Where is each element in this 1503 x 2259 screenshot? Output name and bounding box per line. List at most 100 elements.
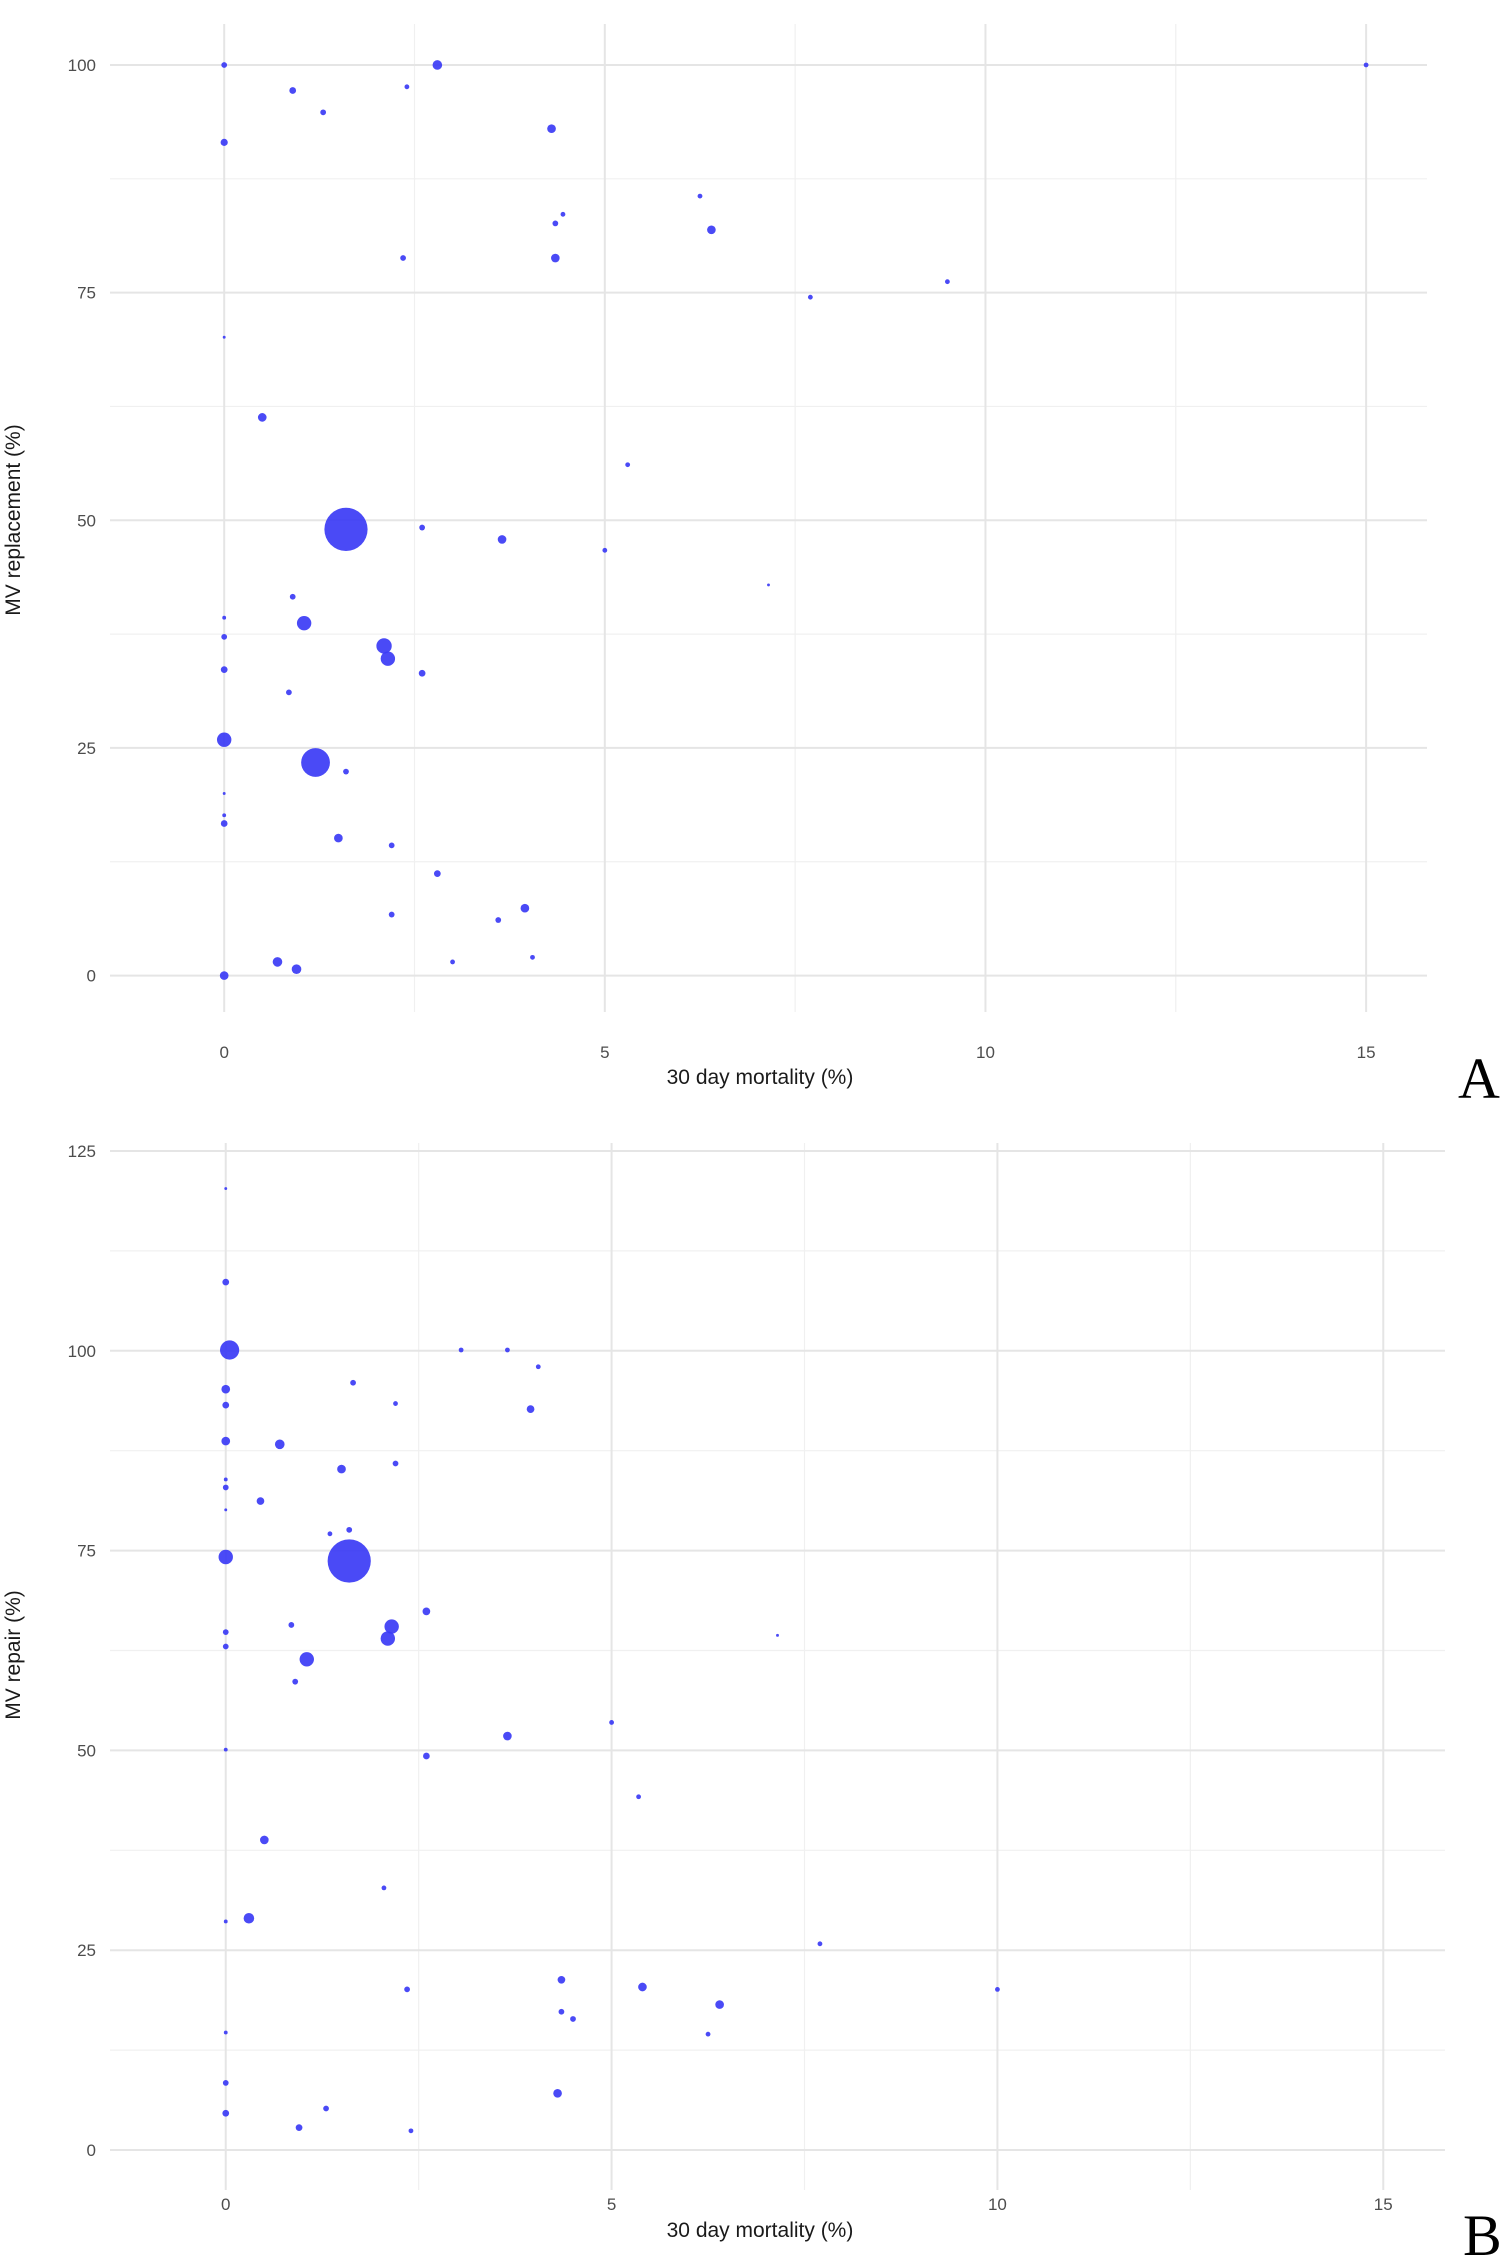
panel-b-data-point	[223, 1477, 228, 1482]
panel-b-data-point	[299, 1652, 314, 1667]
panel-b-y-tick-label: 50	[77, 1741, 96, 1760]
panel-a-data-point	[296, 615, 312, 631]
panel-a-data-point	[707, 225, 716, 235]
panel-b-data-point	[222, 1629, 229, 1636]
panel-b-x-tick-label: 5	[607, 2195, 616, 2214]
panel-b-data-point	[222, 1484, 229, 1491]
panel-a-data-point	[220, 820, 228, 827]
panel-b-data-point	[715, 2000, 724, 2009]
panel-b-data-point	[558, 2008, 565, 2015]
panel-b-x-tick-label: 10	[988, 2195, 1007, 2214]
panel-b-data-point	[526, 1405, 535, 1413]
panel-a-data-point	[552, 220, 559, 227]
panel-b-letter: B	[1463, 2203, 1502, 2259]
panel-a-data-point	[257, 413, 267, 422]
panel-b-x-axis-title: 30 day mortality (%)	[667, 2219, 854, 2242]
panel-b-y-tick-label: 100	[68, 1342, 96, 1361]
panel-a-data-point	[418, 669, 426, 677]
panel-a-data-point	[272, 957, 283, 967]
panel-a-data-point	[547, 124, 556, 134]
panel-b-data-point	[223, 1919, 228, 1924]
panel-a-data-point	[289, 87, 297, 94]
panel-b-x-tick-label: 15	[1374, 2195, 1393, 2214]
panel-a-y-tick-labels: 0 25 50 75 100	[68, 56, 96, 986]
panel-a-y-tick-label: 0	[87, 967, 96, 986]
panel-b-data-point	[553, 2088, 562, 2098]
panel-a-data-point	[222, 615, 227, 620]
panel-a-y-tick-label: 75	[77, 284, 96, 303]
panel-a-data-point	[216, 732, 232, 747]
panel-b-data-point	[222, 1643, 229, 1650]
panel-a-data-point	[221, 62, 228, 68]
panel-a-data-point	[220, 138, 228, 146]
panel-a-data-point	[433, 870, 441, 877]
panel-a-x-tick-label: 15	[1357, 1043, 1376, 1062]
panel-a-points	[216, 60, 1369, 980]
panel-b-data-point	[222, 1401, 230, 1409]
panel-a-x-tick-label: 10	[976, 1043, 995, 1062]
panel-b-data-point	[422, 1607, 431, 1616]
panel-a-data-point	[530, 954, 535, 960]
panel-a-gridlines	[110, 24, 1427, 1012]
panel-b-data-point	[222, 1278, 230, 1286]
panel-b-data-point	[393, 1401, 398, 1406]
panel-a-data-point	[380, 651, 396, 666]
panel-a-data-point	[222, 813, 227, 818]
panel-a-data-point	[400, 255, 406, 261]
panel-b-y-axis-title: MV repair (%)	[2, 1590, 25, 1720]
panel-a-data-point	[520, 903, 530, 913]
panel-a-data-point	[291, 964, 302, 975]
panel-a-letter: A	[1458, 1046, 1500, 1111]
panel-b: 0 5 10 15 0 25 50 75 100 125 30 day mortality (%…	[2, 1142, 1502, 2259]
panel-a-data-point	[219, 971, 229, 980]
panel-b-y-tick-label: 125	[68, 1142, 96, 1161]
panel-a-x-tick-labels: 0 5 10 15	[219, 1043, 1375, 1062]
panel-b-data-point	[408, 2128, 414, 2134]
panel-a-data-point	[289, 593, 296, 600]
panel-b-data-point	[295, 2124, 303, 2132]
panel-b-data-point	[503, 1731, 512, 1741]
panel-b-data-point	[381, 1885, 387, 1891]
panel-a-data-point	[301, 748, 330, 777]
panel-b-data-point	[392, 1460, 399, 1467]
panel-b-data-point	[224, 1508, 228, 1512]
panel-a-data-point	[697, 193, 703, 199]
panel-a-data-point	[450, 959, 455, 965]
panel-b-data-point	[223, 1747, 228, 1752]
panel-a-data-point	[286, 689, 292, 696]
panel-b-data-point	[222, 2109, 230, 2117]
panel-a-data-point	[388, 911, 395, 918]
panel-a-data-point	[376, 638, 392, 654]
panel-b-data-point	[609, 1720, 614, 1725]
panel-a-y-axis-title: MV replacement (%)	[2, 424, 25, 615]
panel-a-data-point	[551, 253, 560, 263]
panel-a: 0 5 10 15 0 25 50 75 100 30 day mortality (%) M…	[2, 24, 1500, 1111]
panel-b-y-tick-label: 75	[77, 1542, 96, 1561]
panel-b-data-point	[535, 1364, 541, 1370]
panel-b-data-point	[337, 1464, 346, 1474]
panel-a-data-point	[388, 842, 395, 849]
panel-b-data-point	[817, 1941, 823, 1947]
panel-a-y-tick-label: 100	[68, 56, 96, 75]
panel-b-data-point	[570, 2016, 576, 2022]
panel-a-data-point	[560, 211, 566, 217]
panel-b-gridlines	[110, 1143, 1445, 2190]
panel-a-data-point	[222, 792, 226, 795]
panel-b-data-point	[505, 1347, 510, 1353]
panel-b-data-point	[384, 1619, 399, 1634]
panel-b-data-point	[243, 1912, 255, 1924]
panel-a-x-axis-title: 30 day mortality (%)	[667, 1066, 854, 1089]
panel-a-data-point	[767, 583, 770, 587]
panel-a-data-point	[320, 109, 327, 116]
panel-a-y-tick-label: 25	[77, 739, 96, 758]
panel-b-data-point	[220, 1340, 240, 1360]
panel-b-data-point	[423, 1752, 430, 1760]
panel-b-data-point	[404, 1986, 410, 1993]
panel-b-data-point	[638, 1982, 647, 1992]
panel-b-data-point	[557, 1975, 566, 1984]
panel-b-data-point	[350, 1379, 356, 1386]
panel-a-data-point	[497, 535, 507, 544]
panel-b-data-point	[327, 1539, 371, 1583]
panel-b-data-point	[221, 1436, 231, 1446]
